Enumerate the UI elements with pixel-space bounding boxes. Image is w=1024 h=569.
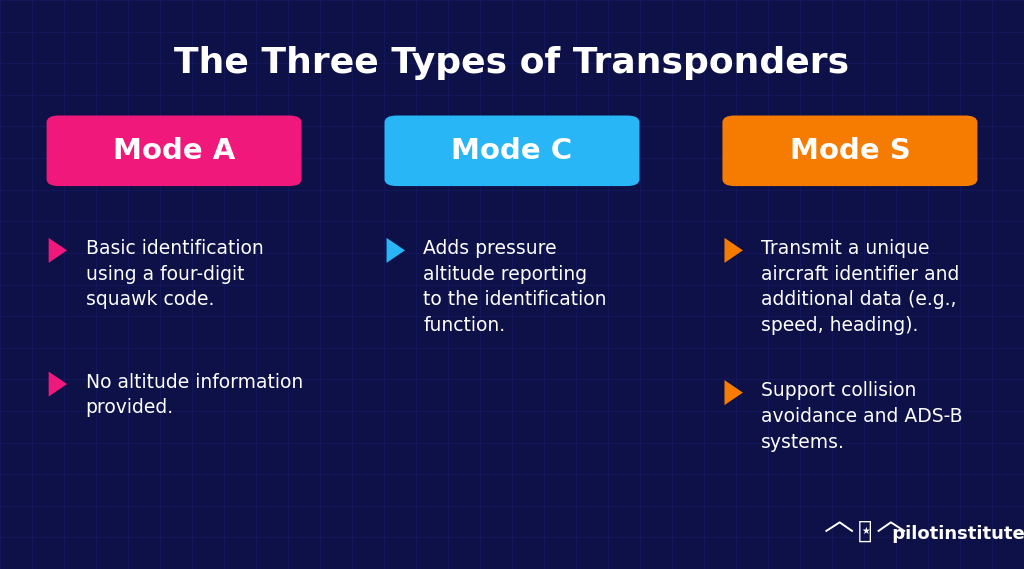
Text: pilotinstitute: pilotinstitute [886, 525, 1024, 543]
Text: Adds pressure
altitude reporting
to the identification
function.: Adds pressure altitude reporting to the … [424, 239, 607, 335]
Text: Mode A: Mode A [113, 137, 236, 165]
Text: Mode S: Mode S [790, 137, 910, 165]
Text: ★: ★ [861, 526, 869, 536]
Text: Support collision
avoidance and ADS-B
systems.: Support collision avoidance and ADS-B sy… [761, 381, 963, 452]
Text: No altitude information
provided.: No altitude information provided. [86, 373, 303, 418]
Polygon shape [49, 372, 68, 397]
Text: ⛨: ⛨ [858, 519, 872, 543]
Polygon shape [724, 238, 742, 263]
Polygon shape [49, 238, 68, 263]
Polygon shape [724, 380, 742, 405]
Text: The Three Types of Transponders: The Three Types of Transponders [174, 46, 850, 80]
Text: Mode C: Mode C [452, 137, 572, 165]
FancyBboxPatch shape [385, 116, 639, 186]
Text: Basic identification
using a four-digit
squawk code.: Basic identification using a four-digit … [86, 239, 263, 310]
FancyBboxPatch shape [722, 116, 977, 186]
Text: Transmit a unique
aircraft identifier and
additional data (e.g.,
speed, heading): Transmit a unique aircraft identifier an… [761, 239, 959, 335]
Polygon shape [387, 238, 406, 263]
FancyBboxPatch shape [47, 116, 301, 186]
